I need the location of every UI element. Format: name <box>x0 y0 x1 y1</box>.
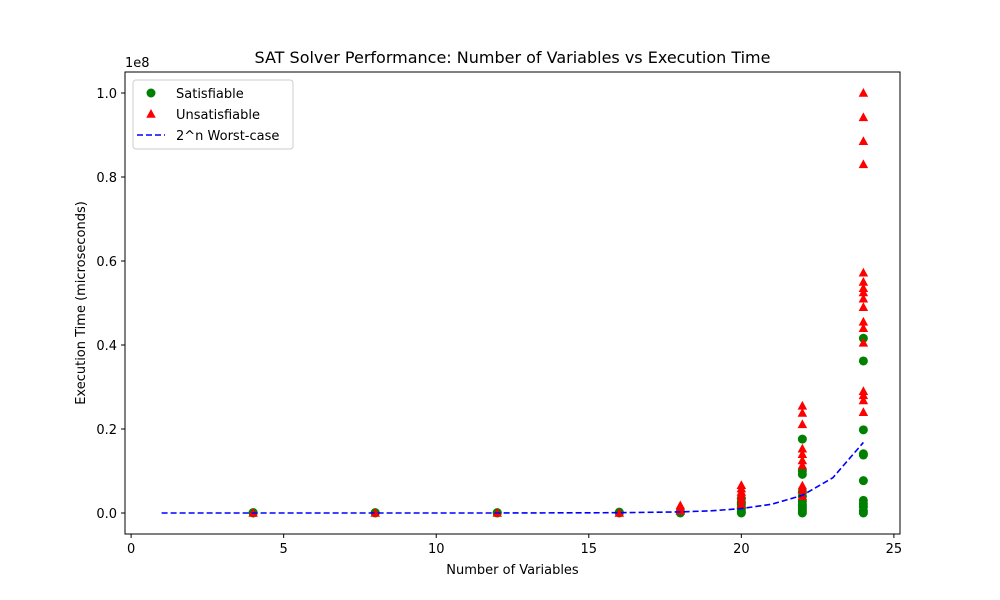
y-axis-offset-label: 1e8 <box>125 56 150 71</box>
y-tick-label: 0.8 <box>96 171 117 186</box>
unsatisfiable-point <box>797 400 808 410</box>
legend-entry-label: Satisfiable <box>176 87 244 102</box>
satisfiable-point <box>797 434 807 444</box>
unsatisfiable-point <box>797 455 808 465</box>
unsatisfiable-point <box>797 443 808 453</box>
unsatisfiable-point <box>858 302 869 311</box>
x-tick-label: 0 <box>127 542 135 557</box>
y-axis-ticks: 0.0 0.2 0.4 0.6 0.8 1.0 <box>96 87 125 522</box>
unsatisfiable-point <box>797 408 808 417</box>
unsatisfiable-point <box>858 316 869 326</box>
legend: Satisfiable Unsatisfiable 2^n Worst-case <box>132 79 294 150</box>
unsatisfiable-point <box>797 460 808 470</box>
satisfiable-point <box>858 495 868 505</box>
y-tick-label: 0.0 <box>96 507 117 522</box>
x-tick-label: 25 <box>886 542 903 557</box>
unsatisfiable-point <box>675 500 686 510</box>
unsatisfiable-point <box>370 508 380 517</box>
x-tick-label: 10 <box>428 542 445 557</box>
x-tick-label: 15 <box>581 542 598 557</box>
y-axis-label: Execution Time (microseconds) <box>74 201 89 405</box>
satisfiable-point <box>858 425 868 435</box>
x-axis-ticks: 0 5 10 15 20 25 <box>127 534 902 557</box>
unsatisfiable-point <box>614 508 625 517</box>
y-tick-label: 0.2 <box>96 423 117 438</box>
y-tick-label: 0.6 <box>96 255 117 270</box>
legend-entry-label: Unsatisfiable <box>176 108 260 123</box>
unsatisfiable-point <box>858 395 869 405</box>
unsatisfiable-point <box>858 88 869 97</box>
x-tick-label: 5 <box>280 542 288 557</box>
unsatisfiable-point <box>858 293 869 303</box>
chart-title: SAT Solver Performance: Number of Variab… <box>255 48 771 67</box>
unsatisfiable-point <box>858 267 869 277</box>
y-tick-label: 1.0 <box>96 87 117 102</box>
unsatisfiable-point <box>858 407 869 416</box>
unsatisfiable-point <box>797 419 808 429</box>
unsatisfiable-point <box>858 386 869 395</box>
y-tick-label: 0.4 <box>96 339 117 354</box>
worst-case-line <box>161 441 864 514</box>
unsatisfiable-point <box>858 277 869 286</box>
unsatisfiable-point <box>797 480 808 490</box>
x-tick-label: 20 <box>733 542 750 557</box>
unsatisfiable-point <box>736 499 747 509</box>
satisfiable-point <box>858 449 868 459</box>
unsatisfiable-point <box>858 283 869 293</box>
legend-satisfiable-marker <box>146 88 156 98</box>
unsatisfiable-point <box>858 323 869 332</box>
unsatisfiable-point <box>858 159 869 169</box>
unsatisfiable-point <box>797 449 808 458</box>
plot-frame <box>124 71 901 535</box>
satisfiable-point <box>858 476 868 486</box>
unsatisfiable-point <box>858 337 869 347</box>
unsatisfiable-point <box>736 480 747 490</box>
legend-box <box>132 79 294 150</box>
satisfiable-point <box>858 356 868 366</box>
unsatisfiable-point <box>858 136 869 146</box>
x-axis-label: Number of Variables <box>446 563 579 578</box>
legend-unsatisfiable-marker <box>146 109 156 118</box>
unsatisfiable-point <box>858 112 869 122</box>
legend-entry-label: 2^n Worst-case <box>176 129 279 144</box>
plot-area <box>161 88 869 518</box>
